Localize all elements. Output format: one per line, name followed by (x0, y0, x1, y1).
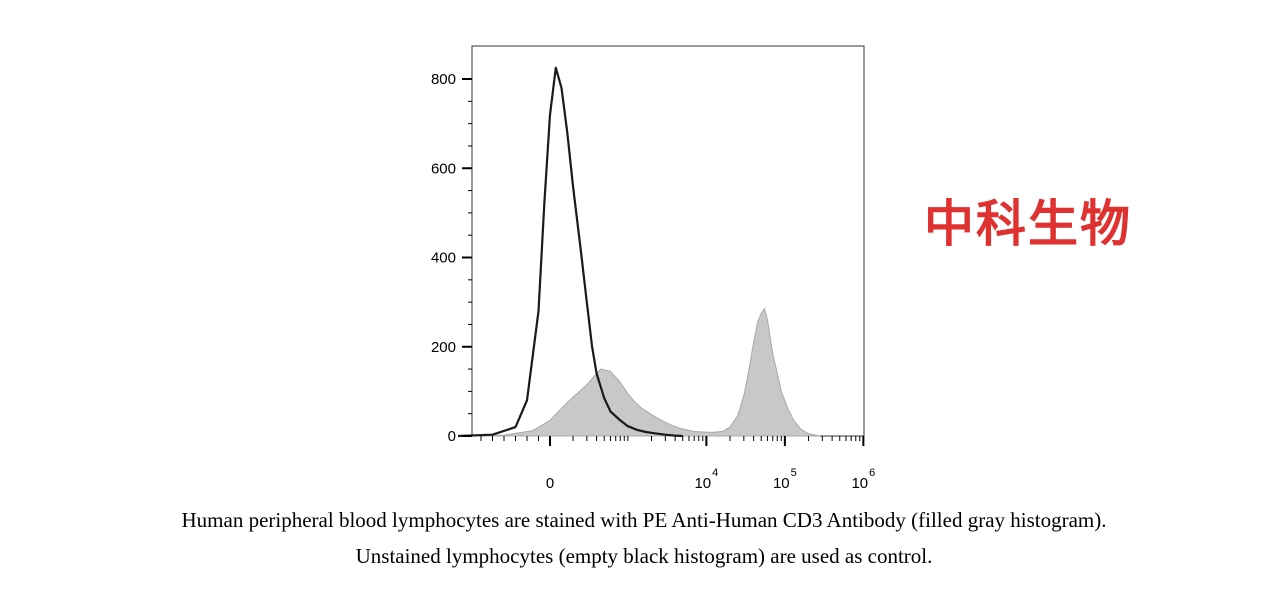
y-tick-label: 800 (431, 71, 456, 88)
watermark-logo: 中科生物 (924, 195, 1132, 253)
caption-line-2: Unstained lymphocytes (empty black histo… (355, 544, 933, 568)
y-tick-label: 200 (431, 339, 456, 356)
x-tick-label: 106 (851, 467, 875, 492)
y-tick-label: 0 (448, 428, 456, 445)
series-filled-histogram (469, 307, 821, 437)
caption-line-1: Human peripheral blood lymphocytes are s… (181, 508, 1107, 532)
series-layer (457, 66, 821, 438)
x-tick-label: 0 (546, 475, 554, 492)
series-outline-histogram (457, 66, 683, 438)
x-axis: 0 104 105 106 (480, 436, 875, 492)
x-tick-label: 104 (694, 467, 718, 492)
y-tick-label: 400 (431, 250, 456, 267)
y-axis: 0 200 400 600 800 (431, 71, 472, 445)
y-tick-label: 600 (431, 160, 456, 177)
x-tick-label: 105 (773, 467, 797, 492)
